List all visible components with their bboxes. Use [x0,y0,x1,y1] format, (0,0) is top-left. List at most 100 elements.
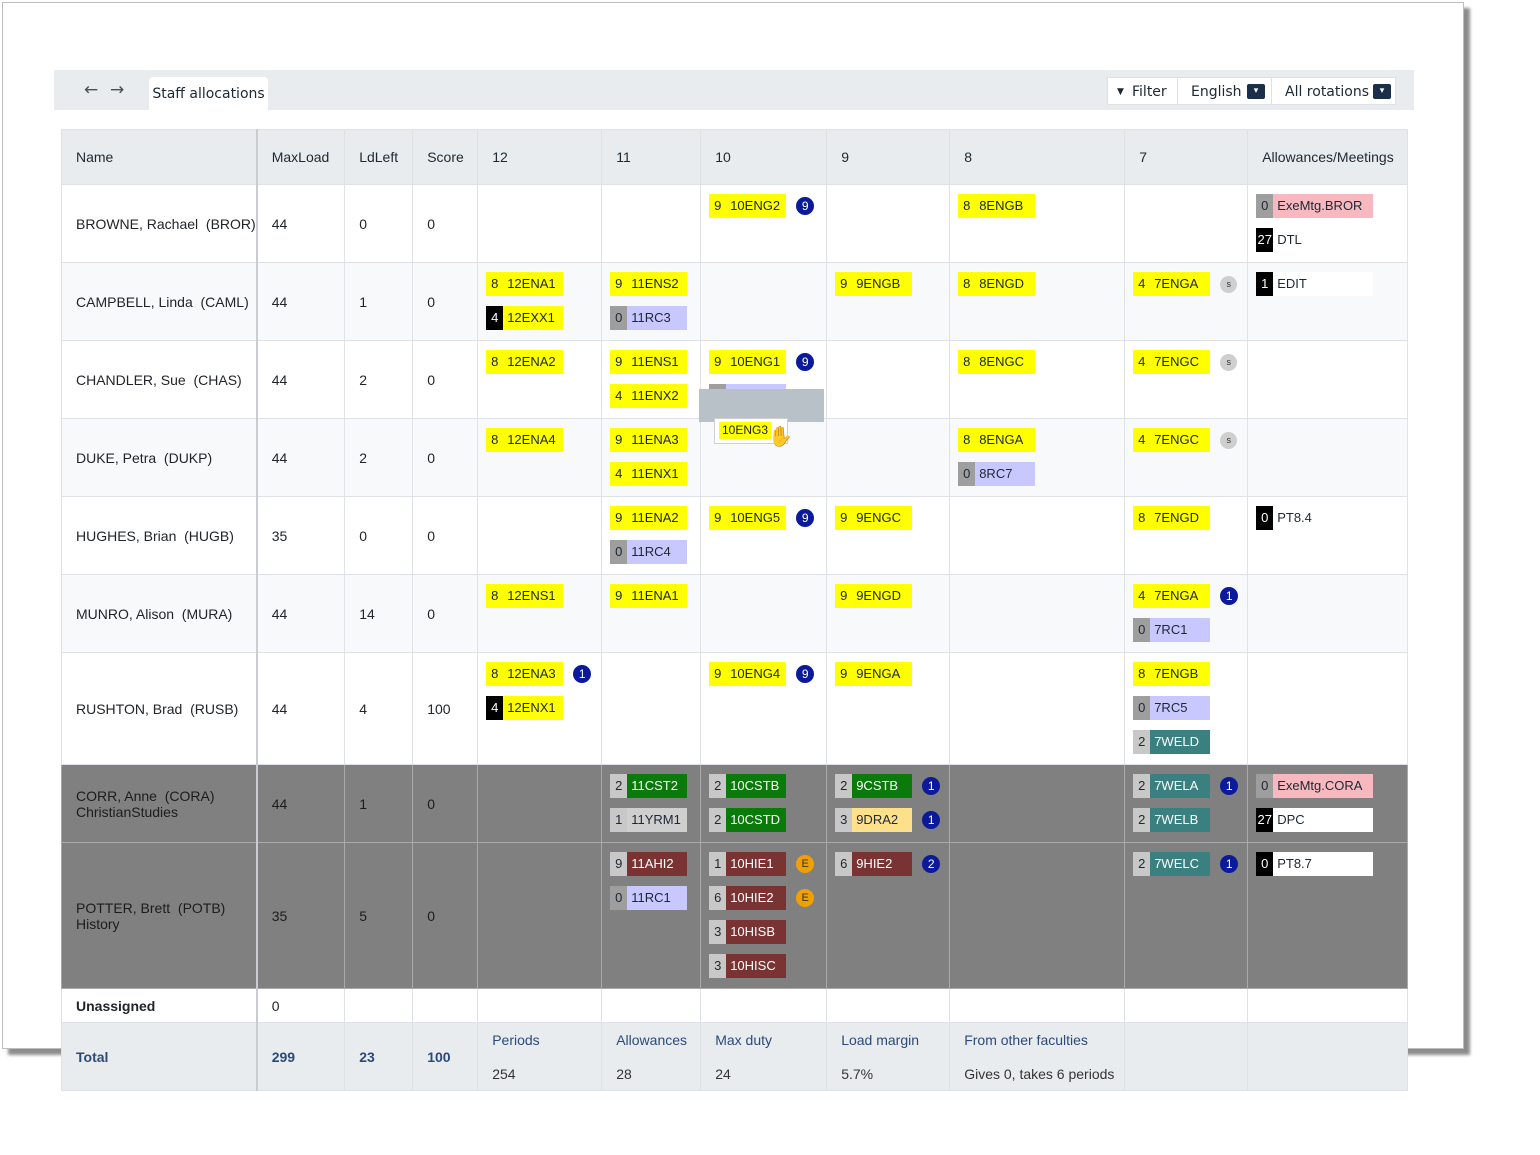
cell-c8[interactable] [949,764,1126,843]
cell-c11[interactable]: 9 11ENA3 4 11ENX1 [601,418,702,497]
class-chip[interactable]: 27 DTL [1256,228,1407,252]
col-header-score[interactable]: Score [412,129,479,185]
class-chip[interactable]: 4 7ENGA 1 [1133,584,1247,608]
staff-name[interactable]: RUSHTON, Brad (RUSB) [60,652,258,765]
col-header-ldleft[interactable]: LdLeft [344,129,414,185]
class-chip[interactable]: 9 11ENS1 [610,350,700,374]
cell-c9[interactable]: 9 9ENGD [826,574,951,653]
class-chip[interactable]: 0 7RC1 [1133,618,1247,642]
class-chip[interactable]: 2 11CST2 [610,774,700,798]
class-chip[interactable]: 6 9HIE2 2 [835,852,949,876]
class-chip[interactable]: 8 8ENGC [958,350,1124,374]
class-chip[interactable]: 2 9CSTB 1 [835,774,949,798]
class-chip[interactable]: 1 EDIT [1256,272,1407,296]
staff-name[interactable]: CHANDLER, Sue (CHAS) [60,340,258,419]
class-chip[interactable]: 4 12EXX1 [486,306,601,330]
class-chip[interactable]: 4 7ENGC s [1133,428,1247,452]
cell-c8[interactable] [949,842,1126,989]
staff-name[interactable]: CORR, Anne (CORA) ChristianStudies [60,764,258,843]
class-chip[interactable]: 4 7ENGA s [1133,272,1247,296]
cell-allow[interactable] [1247,340,1409,419]
cell-allow[interactable]: 0 ExeMtg.CORA 27 DPC [1247,764,1409,843]
class-chip[interactable]: 0 PT8.4 [1256,506,1407,530]
staff-name[interactable]: DUKE, Petra (DUKP) [60,418,258,497]
cell-c10[interactable]: 1 10HIE1 E 6 10HIE2 E 3 10HISB 3 10HISC [700,842,828,989]
cell-allow[interactable] [1247,418,1409,497]
class-chip[interactable]: 0 11RC3 [610,306,700,330]
col-header-year-11[interactable]: 11 [601,129,702,185]
cell-c10[interactable]: 2 10CSTB 2 10CSTD [700,764,828,843]
col-header-maxload[interactable]: MaxLoad [256,129,346,185]
cell-c9[interactable]: 2 9CSTB 1 3 9DRA2 1 [826,764,951,843]
class-chip[interactable]: 2 7WELC 1 [1133,852,1247,876]
class-chip[interactable]: 8 12ENA2 [486,350,601,374]
cell-allow[interactable] [1247,574,1409,653]
class-chip[interactable]: 8 7ENGB [1133,662,1247,686]
dragged-class-chip[interactable]: 10ENG3 [714,418,788,444]
class-chip[interactable]: 9 11AHI2 [610,852,700,876]
class-chip[interactable]: 9 10ENG4 9 [709,662,826,686]
staff-name[interactable]: CAMPBELL, Linda (CAML) [60,262,258,341]
cell-c11[interactable]: 9 11ENS1 4 11ENX2 [601,340,702,419]
class-chip[interactable]: 9 9ENGA [835,662,949,686]
cell-c11[interactable]: 2 11CST2 1 11YRM1 [601,764,702,843]
back-arrow-icon[interactable]: ← [84,80,99,100]
cell-c10[interactable] [700,574,828,653]
class-chip[interactable]: 0 7RC5 [1133,696,1247,720]
cell-c9[interactable] [826,340,951,419]
staff-name[interactable]: MUNRO, Alison (MURA) [60,574,258,653]
class-chip[interactable]: 27 DPC [1256,808,1407,832]
cell-allow[interactable] [1247,652,1409,765]
class-chip[interactable]: 6 10HIE2 E [709,886,826,910]
cell-c7[interactable]: 2 7WELC 1 [1124,842,1249,989]
cell-c12[interactable] [477,496,603,575]
class-chip[interactable]: 0 ExeMtg.CORA [1256,774,1407,798]
cell-c11[interactable]: 9 11ENA2 0 11RC4 [601,496,702,575]
class-chip[interactable]: 8 12ENA3 1 [486,662,601,686]
cell-allow[interactable]: 0 PT8.4 [1247,496,1409,575]
class-chip[interactable]: 9 9ENGD [835,584,949,608]
cell-c11[interactable]: 9 11ENS2 0 11RC3 [601,262,702,341]
cell-c8[interactable]: 8 8ENGB [949,184,1126,263]
cell-c11[interactable] [601,184,702,263]
cell-c8[interactable] [949,574,1126,653]
col-header-year-8[interactable]: 8 [949,129,1126,185]
cell-c12[interactable] [477,184,603,263]
class-chip[interactable]: 8 8ENGA [958,428,1124,452]
cell-allow[interactable]: 0 ExeMtg.BROR 27 DTL [1247,184,1409,263]
rotation-select[interactable]: All rotations ▾ [1271,77,1396,105]
class-chip[interactable]: 9 10ENG5 9 [709,506,826,530]
class-chip[interactable]: 0 11RC1 [610,886,700,910]
class-chip[interactable]: 8 8ENGB [958,194,1124,218]
cell-allow[interactable]: 0 PT8.7 [1247,842,1409,989]
cell-c7[interactable]: 8 7ENGD [1124,496,1249,575]
cell-c7[interactable]: 2 7WELA 1 2 7WELB [1124,764,1249,843]
class-chip[interactable]: 4 7ENGC s [1133,350,1247,374]
cell-c11[interactable]: 9 11ENA1 [601,574,702,653]
col-header-allowances[interactable]: Allowances/Meetings [1247,129,1409,185]
col-header-year-7[interactable]: 7 [1124,129,1249,185]
class-chip[interactable]: 8 12ENA4 [486,428,601,452]
class-chip[interactable]: 0 11RC4 [610,540,700,564]
class-chip[interactable]: 2 10CSTB [709,774,826,798]
cell-c9[interactable] [826,184,951,263]
cell-c12[interactable]: 8 12ENA4 [477,418,603,497]
cell-c7[interactable] [1124,184,1249,263]
class-chip[interactable]: 1 11YRM1 [610,808,700,832]
cell-c11[interactable] [601,652,702,765]
staff-name[interactable]: HUGHES, Brian (HUGB) [60,496,258,575]
class-chip[interactable]: 8 12ENS1 [486,584,601,608]
cell-c11[interactable]: 9 11AHI2 0 11RC1 [601,842,702,989]
tab-staff-allocations[interactable]: Staff allocations [149,77,268,110]
cell-c12[interactable]: 8 12ENA3 1 4 12ENX1 [477,652,603,765]
cell-c9[interactable]: 9 9ENGB [826,262,951,341]
class-chip[interactable]: 3 10HISC [709,954,826,978]
cell-c12[interactable] [477,764,603,843]
class-chip[interactable]: 9 11ENA2 [610,506,700,530]
cell-c7[interactable]: 4 7ENGA 1 0 7RC1 [1124,574,1249,653]
staff-name[interactable]: POTTER, Brett (POTB) History [60,842,258,989]
class-chip[interactable]: 4 11ENX2 [610,384,700,408]
cell-c9[interactable]: 6 9HIE2 2 [826,842,951,989]
class-chip[interactable]: 9 11ENS2 [610,272,700,296]
filter-button[interactable]: ▼ Filter [1107,77,1178,105]
